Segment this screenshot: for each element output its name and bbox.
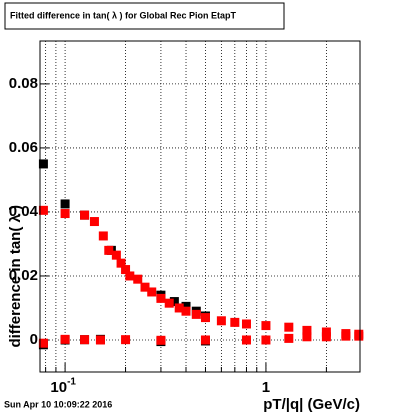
- marker: [156, 335, 166, 345]
- marker: [80, 335, 90, 345]
- marker: [284, 333, 294, 343]
- y-tick-label: 0.06: [9, 139, 38, 156]
- marker: [216, 316, 226, 326]
- marker: [200, 313, 210, 323]
- marker: [302, 332, 312, 342]
- marker: [261, 321, 271, 331]
- marker: [89, 217, 99, 227]
- marker: [164, 298, 174, 308]
- plot-frame: [40, 41, 360, 372]
- x-tick-exponent: -1: [67, 377, 76, 388]
- marker: [284, 322, 294, 332]
- marker: [111, 250, 121, 260]
- marker: [38, 159, 48, 169]
- marker: [38, 338, 48, 348]
- marker: [60, 199, 70, 209]
- y-tick-label: 0.04: [9, 203, 39, 220]
- marker: [169, 297, 179, 307]
- marker: [321, 327, 331, 337]
- marker: [241, 335, 251, 345]
- marker: [200, 335, 210, 345]
- marker: [121, 265, 131, 275]
- marker: [181, 301, 191, 311]
- marker: [241, 319, 251, 329]
- y-tick-label: 0.08: [9, 75, 38, 92]
- chart-title: Fitted difference in tan( λ ) for Global…: [10, 10, 237, 20]
- marker: [60, 334, 70, 344]
- marker: [80, 210, 90, 220]
- marker: [174, 303, 184, 313]
- marker: [140, 282, 150, 292]
- marker: [181, 306, 191, 316]
- marker: [321, 332, 331, 342]
- marker: [121, 335, 131, 345]
- marker: [125, 271, 135, 281]
- marker: [95, 335, 105, 345]
- x-tick-label: 1: [262, 379, 270, 396]
- y-tick-label: 0: [30, 331, 38, 348]
- marker: [261, 335, 271, 345]
- x-axis-label: pT/|q| (GeV/c): [263, 396, 360, 413]
- y-tick-label: 0.02: [9, 267, 38, 284]
- marker: [98, 231, 108, 241]
- marker: [147, 287, 157, 297]
- frame-border: [39, 40, 361, 373]
- marker: [60, 209, 70, 219]
- timestamp: Sun Apr 10 10:09:22 2016: [4, 399, 112, 409]
- marker: [354, 331, 364, 341]
- marker: [191, 309, 201, 319]
- marker: [133, 274, 143, 284]
- y-axis-label: difference in tan( λ ): [7, 205, 24, 348]
- marker: [116, 258, 126, 268]
- marker: [38, 205, 48, 215]
- marker: [341, 331, 351, 341]
- marker: [104, 245, 114, 255]
- title-box: [4, 2, 285, 30]
- marker: [156, 293, 166, 303]
- marker: [302, 325, 312, 335]
- x-tick-label: 10: [50, 379, 67, 396]
- marker: [230, 317, 240, 327]
